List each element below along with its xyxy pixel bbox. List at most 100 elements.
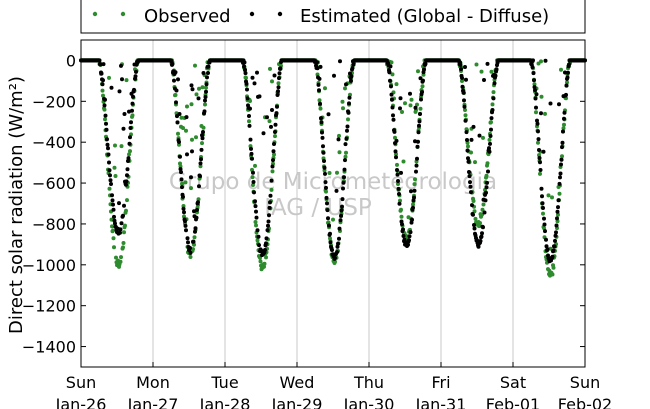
data-point: [177, 112, 182, 116]
data-point: [463, 118, 468, 123]
x-tick-label-date: Jan-30: [343, 395, 395, 409]
x-tick-label-date: Feb-02: [558, 395, 612, 409]
data-point: [201, 71, 206, 75]
data-point: [561, 126, 566, 131]
data-point: [202, 109, 207, 114]
data-point: [556, 205, 560, 210]
data-point: [201, 130, 205, 134]
data-point: [335, 170, 339, 175]
data-point: [472, 226, 477, 231]
data-point: [539, 186, 544, 191]
legend: Observed Estimated (Global - Diffuse): [80, 0, 586, 34]
data-point: [471, 124, 476, 129]
data-point: [176, 131, 180, 136]
data-point: [339, 213, 343, 218]
data-point: [315, 60, 319, 65]
data-point: [132, 87, 136, 92]
data-point: [418, 106, 423, 111]
data-point: [470, 203, 474, 208]
data-point: [562, 122, 566, 127]
data-point: [192, 235, 197, 240]
data-point: [463, 108, 467, 112]
data-point: [472, 223, 476, 227]
data-point: [338, 218, 343, 223]
data-point: [317, 76, 322, 81]
data-point: [468, 184, 473, 189]
data-point: [422, 67, 426, 72]
data-point: [317, 98, 322, 103]
data-point: [326, 220, 331, 225]
data-point: [247, 123, 252, 128]
data-point: [534, 105, 538, 110]
data-point: [185, 152, 189, 157]
data-point: [102, 107, 107, 112]
data-point: [535, 121, 540, 126]
data-point: [133, 74, 138, 79]
data-point: [324, 189, 328, 194]
data-point: [469, 150, 473, 155]
data-point: [557, 181, 562, 186]
data-point: [264, 241, 268, 246]
x-tick-label-day: Tue: [210, 373, 238, 392]
data-point: [198, 164, 203, 169]
data-point: [543, 111, 547, 116]
data-point: [479, 234, 484, 239]
data-point: [565, 80, 569, 85]
data-point: [191, 239, 196, 244]
data-point: [275, 104, 279, 109]
data-point: [415, 144, 420, 149]
x-tick-label-day: Wed: [280, 373, 315, 392]
data-point: [471, 199, 476, 203]
data-point: [192, 209, 196, 214]
data-point: [538, 168, 543, 172]
data-point: [268, 193, 273, 198]
data-point: [347, 95, 352, 100]
data-point: [416, 130, 421, 135]
data-point: [112, 245, 116, 250]
data-point: [200, 85, 205, 90]
data-point: [558, 171, 563, 176]
data-point: [399, 170, 403, 175]
data-point: [200, 141, 204, 146]
data-point: [257, 243, 261, 248]
data-point: [178, 154, 182, 159]
data-point: [265, 228, 270, 233]
data-point: [104, 127, 109, 132]
data-point: [419, 97, 423, 102]
data-point: [336, 241, 340, 246]
data-point: [566, 70, 570, 75]
data-point: [558, 175, 562, 180]
data-point: [546, 193, 551, 198]
data-point: [541, 206, 545, 210]
data-point: [465, 138, 469, 142]
data-point: [273, 134, 277, 139]
data-point: [319, 116, 323, 121]
data-point: [325, 201, 329, 206]
data-point: [245, 96, 250, 101]
y-tick-label: −1000: [22, 256, 76, 275]
data-point: [101, 62, 106, 67]
y-tick-label: −200: [32, 92, 76, 111]
plot-frame: [80, 39, 586, 368]
data-point: [188, 255, 193, 259]
data-points: [79, 58, 587, 278]
data-point: [105, 137, 109, 142]
x-axis: Sun Jan-26 Mon Jan-27 Tue Jan-28 Wed Jan-29 Thu J…: [55, 362, 612, 409]
data-point: [247, 119, 251, 124]
data-point: [550, 254, 555, 259]
x-tick-label-date: Jan-26: [55, 395, 107, 409]
data-point: [415, 156, 419, 161]
data-point: [121, 245, 125, 250]
data-point: [532, 85, 537, 90]
data-point: [103, 113, 108, 118]
data-point: [270, 79, 274, 84]
data-point: [402, 237, 407, 242]
data-point: [262, 264, 266, 269]
data-point: [127, 152, 131, 157]
data-point: [400, 110, 404, 114]
data-point: [346, 117, 350, 122]
data-point: [266, 219, 271, 224]
data-point: [490, 108, 495, 112]
data-point: [401, 234, 406, 238]
data-point: [250, 175, 255, 180]
